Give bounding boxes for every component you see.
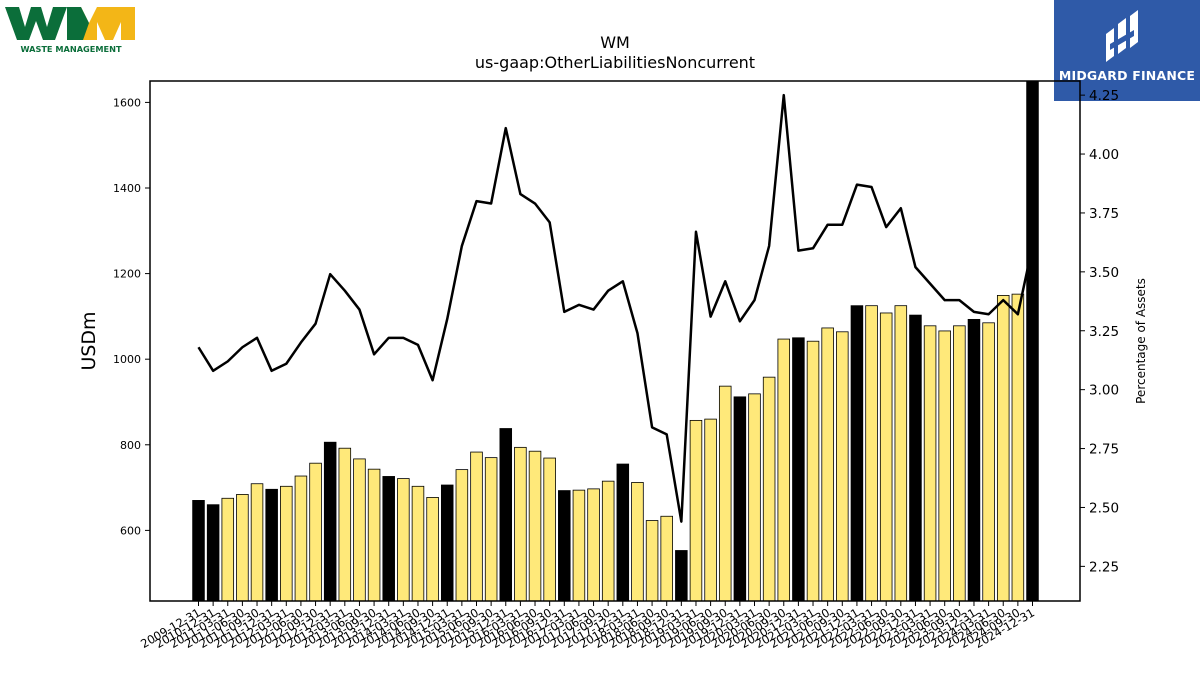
bar bbox=[923, 325, 937, 602]
bar bbox=[280, 485, 293, 602]
y-tick-label: 1400 bbox=[113, 182, 141, 195]
bar bbox=[250, 483, 264, 602]
waste-management-logo: WASTE MANAGEMENT bbox=[5, 5, 137, 57]
y2-tick-label: 3.00 bbox=[1089, 383, 1119, 399]
y-tick-label: 1200 bbox=[113, 268, 141, 281]
bar bbox=[192, 500, 205, 602]
bar bbox=[616, 463, 630, 602]
plot-frame bbox=[149, 80, 1081, 602]
midgard-finance-logo: MIDGARD FINANCE bbox=[1054, 0, 1200, 101]
bar bbox=[836, 331, 849, 602]
bar bbox=[718, 385, 732, 602]
bar bbox=[367, 468, 381, 602]
bar bbox=[397, 478, 410, 602]
bar bbox=[909, 314, 922, 602]
wm-logo-graphic: WASTE MANAGEMENT bbox=[5, 7, 135, 54]
bar bbox=[806, 340, 820, 602]
bar bbox=[528, 450, 542, 602]
y2-tick-label: 4.25 bbox=[1089, 88, 1119, 104]
bar bbox=[338, 447, 352, 602]
y-tick-label: 800 bbox=[120, 439, 141, 452]
bar bbox=[850, 305, 864, 602]
y2-tick-label: 3.50 bbox=[1089, 265, 1119, 281]
chart-subtitle: us-gaap:OtherLiabilitiesNoncurrent bbox=[474, 53, 756, 72]
bar bbox=[821, 327, 834, 602]
y2-axis-label: Percentage of Assets bbox=[1134, 278, 1148, 404]
midgard-logo-icon bbox=[1106, 10, 1138, 62]
y2-tick-label: 3.75 bbox=[1089, 206, 1119, 222]
bar bbox=[206, 504, 220, 602]
bar bbox=[499, 428, 513, 602]
bar bbox=[309, 462, 322, 602]
y2-tick-label: 2.25 bbox=[1089, 559, 1119, 575]
bar bbox=[470, 451, 483, 602]
bar bbox=[484, 457, 498, 602]
bar bbox=[631, 482, 644, 602]
y2-tick-label: 2.75 bbox=[1089, 442, 1119, 458]
bar bbox=[675, 550, 688, 602]
bar bbox=[382, 476, 395, 602]
y-tick-label: 1000 bbox=[113, 353, 141, 366]
bar bbox=[953, 325, 966, 602]
bar bbox=[558, 490, 571, 602]
bar bbox=[762, 376, 776, 602]
bar bbox=[411, 485, 425, 602]
bar bbox=[879, 312, 893, 602]
bar bbox=[967, 318, 981, 602]
bar bbox=[689, 419, 703, 602]
bar bbox=[455, 469, 469, 602]
bar bbox=[865, 305, 878, 602]
chart-title: WM bbox=[600, 33, 630, 52]
bar bbox=[1026, 80, 1039, 602]
midgard-logo-text: MIDGARD FINANCE bbox=[1058, 68, 1196, 83]
bar bbox=[704, 418, 717, 602]
axes-layer: 600 800 1000 1200 1400 1600 2.25 2.50 2.75 3.00 3.… bbox=[78, 88, 1148, 651]
bar bbox=[440, 484, 454, 602]
y-tick-label: 600 bbox=[120, 524, 141, 537]
bar bbox=[353, 458, 366, 602]
y-axis-label: USDm bbox=[78, 311, 100, 370]
bar bbox=[572, 489, 586, 602]
y2-tick-label: 3.25 bbox=[1089, 324, 1119, 340]
bar bbox=[323, 441, 337, 602]
bar bbox=[996, 295, 1010, 602]
bar bbox=[294, 475, 308, 602]
bar bbox=[426, 497, 439, 602]
y2-tick-label: 4.00 bbox=[1089, 147, 1119, 163]
bar bbox=[792, 337, 805, 602]
bar bbox=[645, 520, 659, 602]
series-line bbox=[197, 93, 1034, 523]
bar bbox=[938, 330, 951, 602]
bar bbox=[1011, 293, 1025, 602]
bars-layer bbox=[192, 80, 1039, 602]
bar bbox=[733, 396, 747, 602]
bar bbox=[748, 393, 761, 602]
bar bbox=[587, 488, 600, 602]
bar bbox=[982, 322, 995, 602]
bar bbox=[894, 305, 908, 602]
line-layer bbox=[197, 93, 1034, 523]
bar bbox=[543, 457, 556, 602]
bar bbox=[514, 446, 527, 602]
bar bbox=[660, 515, 673, 602]
bar bbox=[265, 488, 278, 602]
y-tick-label: 1600 bbox=[113, 96, 141, 109]
bar bbox=[221, 497, 235, 602]
wm-logo-text: WASTE MANAGEMENT bbox=[20, 44, 122, 54]
bar bbox=[236, 494, 249, 602]
bar bbox=[601, 480, 615, 602]
bar bbox=[777, 338, 791, 602]
y2-tick-label: 2.50 bbox=[1089, 500, 1119, 516]
